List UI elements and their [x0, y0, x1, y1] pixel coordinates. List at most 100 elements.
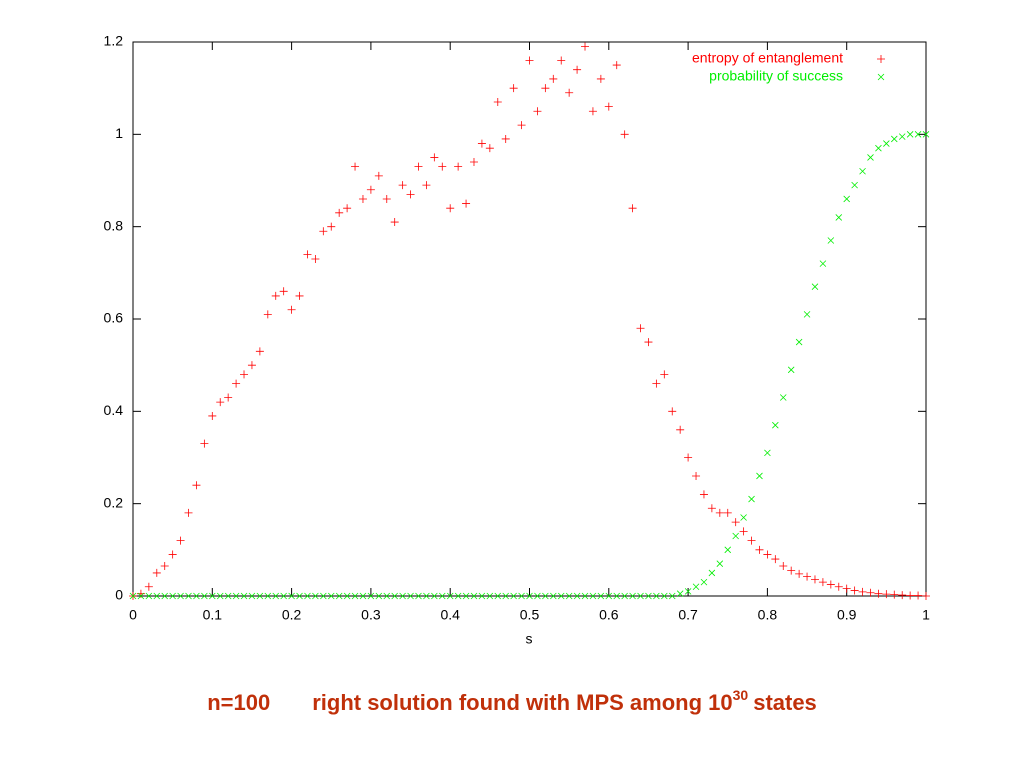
point	[914, 591, 923, 600]
x-axis-label: s	[526, 631, 533, 647]
x-tick-label: 0.2	[282, 607, 302, 623]
point	[335, 208, 344, 217]
point	[454, 592, 462, 600]
point	[772, 421, 779, 429]
point	[312, 592, 319, 600]
point	[152, 568, 161, 577]
point	[668, 407, 677, 416]
point	[176, 536, 185, 545]
point	[391, 592, 398, 600]
point	[351, 162, 360, 171]
point	[795, 569, 804, 578]
point	[724, 546, 732, 554]
point	[279, 287, 288, 296]
point	[366, 185, 375, 194]
point	[708, 569, 716, 577]
point	[898, 133, 906, 140]
point	[359, 592, 367, 600]
point	[557, 56, 566, 65]
point	[715, 508, 724, 517]
point	[534, 592, 541, 600]
point	[494, 592, 502, 600]
point	[462, 592, 470, 600]
y-tick-label: 1.2	[104, 33, 124, 49]
point	[890, 135, 898, 143]
point	[922, 131, 930, 138]
point	[851, 181, 858, 189]
point	[621, 592, 628, 600]
point	[883, 140, 890, 147]
point	[756, 472, 763, 480]
point	[779, 561, 788, 570]
point	[502, 592, 509, 600]
point	[493, 98, 502, 107]
point	[589, 592, 597, 600]
point	[549, 74, 558, 83]
y-tick-label: 0.2	[104, 494, 124, 510]
point	[613, 592, 621, 600]
point	[129, 592, 137, 600]
point	[486, 592, 494, 600]
point	[668, 592, 676, 600]
point	[732, 532, 739, 540]
point	[636, 324, 645, 333]
point	[661, 592, 668, 600]
point	[581, 592, 589, 600]
point	[256, 592, 264, 600]
point	[406, 190, 415, 199]
legend-marker	[877, 55, 885, 63]
point	[280, 592, 287, 600]
point	[542, 592, 549, 600]
legend-label: probability of success	[709, 68, 843, 84]
point	[398, 181, 407, 190]
point	[145, 592, 153, 600]
point	[764, 449, 771, 457]
point	[906, 131, 914, 138]
point	[209, 592, 216, 600]
point	[700, 578, 708, 586]
point	[779, 394, 787, 401]
point	[882, 590, 891, 599]
point	[255, 347, 264, 356]
x-tick-label: 0.5	[520, 607, 540, 623]
point	[914, 131, 922, 138]
point	[358, 194, 367, 203]
point	[898, 591, 907, 600]
point	[216, 398, 225, 407]
point	[382, 194, 391, 203]
point	[922, 592, 930, 600]
point	[588, 107, 597, 116]
point	[605, 592, 613, 600]
point	[835, 214, 843, 221]
point	[707, 504, 716, 513]
point	[875, 144, 882, 152]
point	[684, 453, 693, 462]
point	[438, 162, 447, 171]
point	[541, 84, 550, 93]
point	[272, 592, 280, 600]
point	[819, 260, 827, 267]
point	[438, 592, 446, 600]
point	[692, 583, 700, 591]
point	[462, 199, 471, 208]
point	[811, 283, 819, 290]
point	[652, 379, 661, 388]
point	[723, 508, 732, 517]
point	[296, 592, 303, 600]
point	[644, 338, 653, 347]
y-tick-label: 0	[115, 587, 123, 603]
x-tick-label: 0.7	[678, 607, 698, 623]
point	[858, 587, 867, 596]
point	[874, 589, 883, 598]
point	[637, 592, 644, 600]
point	[311, 254, 320, 263]
point	[423, 592, 430, 600]
x-tick-label: 0.4	[440, 607, 460, 623]
y-tick-label: 1	[115, 125, 123, 141]
y-tick-label: 0.4	[104, 402, 124, 418]
point	[144, 582, 153, 591]
y-tick-label: 0.8	[104, 217, 124, 233]
point	[620, 130, 629, 139]
point	[834, 582, 843, 591]
